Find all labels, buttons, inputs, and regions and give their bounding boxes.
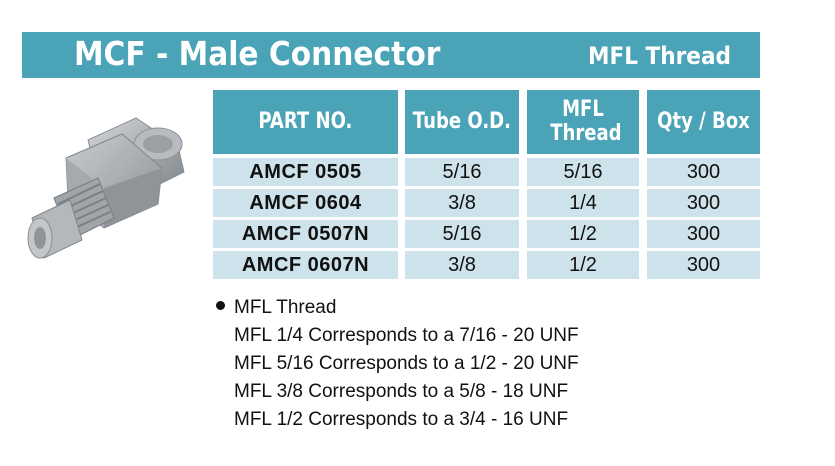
- notes-heading: MFL Thread: [234, 297, 337, 318]
- table-cell-part: AMCF 0505: [213, 158, 398, 186]
- column-header-qty-box: Qty / Box: [647, 90, 760, 154]
- column-header-part-no: PART NO.: [213, 90, 398, 154]
- table-cell-qty: 300: [647, 158, 760, 186]
- note-line: MFL 5/16 Corresponds to a 1/2 - 20 UNF: [234, 353, 579, 374]
- notes-section: MFL Thread MFL 1/4 Corresponds to a 7/16…: [216, 294, 579, 434]
- table-cell-qty: 300: [647, 251, 760, 279]
- note-line: MFL 1/4 Corresponds to a 7/16 - 20 UNF: [234, 325, 579, 346]
- table-cell-mfl-thread: 5/16: [527, 158, 639, 186]
- male-connector-fitting-icon: [27, 117, 185, 259]
- table-cell-tube-od: 3/8: [405, 189, 519, 217]
- title-banner: MCF - Male Connector MFL Thread: [22, 32, 760, 78]
- page-title: MCF - Male Connector: [74, 34, 441, 73]
- column-header-mfl-thread: MFL Thread: [527, 90, 639, 154]
- page-subtitle: MFL Thread: [588, 42, 731, 70]
- table-cell-qty: 300: [647, 220, 760, 248]
- table-cell-mfl-thread: 1/2: [527, 251, 639, 279]
- table-cell-mfl-thread: 1/4: [527, 189, 639, 217]
- table-cell-part: AMCF 0604: [213, 189, 398, 217]
- table-cell-tube-od: 3/8: [405, 251, 519, 279]
- table-cell-part: AMCF 0507N: [213, 220, 398, 248]
- note-line: MFL 3/8 Corresponds to a 5/8 - 18 UNF: [234, 381, 569, 402]
- column-header-tube-od: Tube O.D.: [405, 90, 519, 154]
- note-line: MFL 1/2 Corresponds to a 3/4 - 16 UNF: [234, 409, 569, 430]
- table-cell-part: AMCF 0607N: [213, 251, 398, 279]
- table-cell-tube-od: 5/16: [405, 220, 519, 248]
- bullet-icon: [216, 301, 225, 311]
- table-cell-qty: 300: [647, 189, 760, 217]
- table-cell-mfl-thread: 1/2: [527, 220, 639, 248]
- notes-heading-line: MFL Thread: [216, 294, 579, 322]
- table-cell-tube-od: 5/16: [405, 158, 519, 186]
